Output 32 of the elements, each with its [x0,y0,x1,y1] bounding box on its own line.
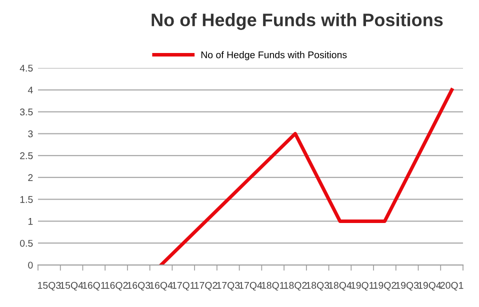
x-tick-label: 20Q1 [440,282,464,291]
y-tick-label: 3.5 [20,108,33,116]
x-tick-label: 18Q4 [328,282,352,291]
y-tick-label: 0 [28,262,33,269]
x-tick-label: 17Q2 [194,282,218,291]
y-tick-label: 4 [28,86,33,94]
x-tick-label: 19Q2 [374,282,396,291]
y-tick-label: 2 [28,174,33,181]
x-tick-label: 15Q3 [38,282,61,291]
y-tick-label: 2.5 [20,152,33,160]
y-tick-label: 3 [28,130,33,138]
x-tick-label: 15Q4 [60,282,84,291]
x-tick-label: 16Q4 [150,282,173,291]
x-tick-label: 18Q2 [284,282,307,291]
x-tick-label: 16Q3 [128,282,150,291]
x-tick-label: 17Q4 [239,282,262,291]
y-tick-label: 4.5 [20,64,33,72]
x-tick-label: 17Q1 [172,282,195,291]
line-series [159,88,454,265]
x-tick-label: 19Q3 [396,282,419,291]
y-tick-label: 1.5 [20,196,33,203]
x-tick-label: 16Q1 [82,282,106,291]
x-tick-label: 19Q4 [418,282,442,291]
x-tick-label: 19Q1 [351,282,374,291]
x-tick-label: 17Q3 [216,282,240,291]
y-tick-label: 0.5 [20,240,33,247]
x-tick-label: 18Q1 [262,282,284,291]
chart-title: No of Hedge Funds with Positions [152,13,443,30]
legend-label: No of Hedge Funds with Positions [201,51,347,60]
x-tick-label: 16Q2 [105,282,128,291]
x-tick-label: 18Q3 [306,282,330,291]
y-tick-label: 1 [28,218,33,225]
